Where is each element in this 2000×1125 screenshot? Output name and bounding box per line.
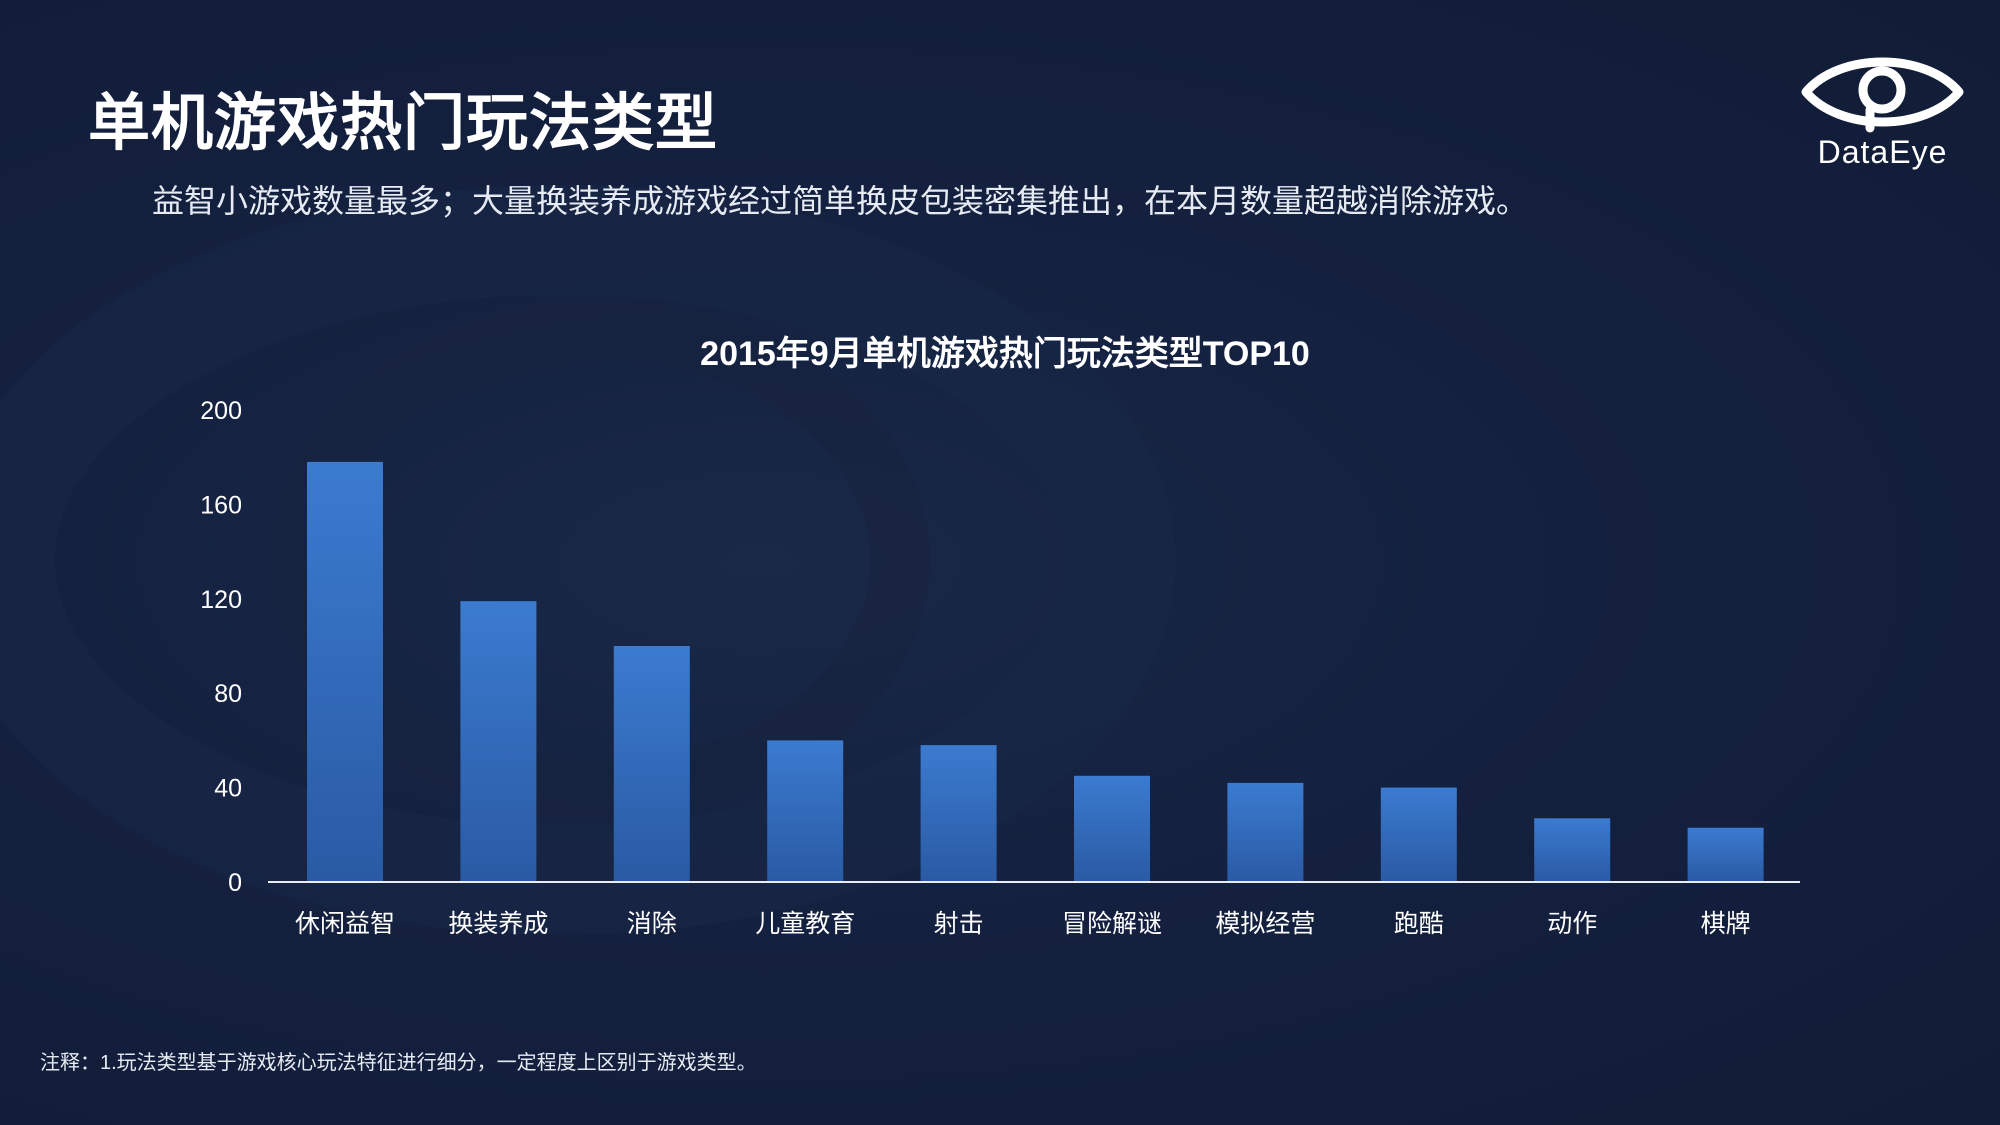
page-subtitle: 益智小游戏数量最多；大量换装养成游戏经过简单换皮包装密集推出，在本月数量超越消除… — [152, 183, 1529, 219]
x-tick-label: 儿童教育 — [755, 910, 855, 938]
x-tick-label: 棋牌 — [1701, 910, 1751, 938]
bar — [920, 745, 997, 882]
bar — [1074, 775, 1150, 882]
bar — [1380, 787, 1457, 882]
footnote: 注释：1.玩法类型基于游戏核心玩法特征进行细分，一定程度上区别于游戏类型。 — [40, 1052, 757, 1074]
x-tick-label: 模拟经营 — [1215, 910, 1315, 938]
x-axis: 休闲益智 换装养成 消除 儿童教育 射击 冒险解谜 模拟经营 跑酷 动作 棋牌 — [295, 910, 1751, 938]
bar — [460, 601, 537, 882]
bar — [1534, 818, 1611, 882]
page-title: 单机游戏热门玩法类型 — [88, 89, 719, 158]
x-tick-label: 冒险解谜 — [1062, 910, 1162, 938]
y-tick-label: 0 — [228, 869, 242, 897]
x-tick-label: 换装养成 — [448, 910, 548, 938]
bars — [307, 461, 1764, 882]
y-axis: 0 40 80 120 160 200 — [200, 397, 242, 897]
y-tick-label: 200 — [200, 397, 242, 425]
bar — [767, 740, 844, 882]
bar — [1227, 782, 1304, 882]
bar — [307, 461, 383, 882]
x-tick-label: 消除 — [627, 910, 677, 938]
dataeye-logo: DataEye — [1800, 48, 1965, 178]
chart-title: 2015年9月单机游戏热门玩法类型TOP10 — [700, 335, 1310, 373]
bar — [1687, 827, 1764, 882]
x-tick-label: 动作 — [1547, 910, 1597, 938]
y-tick-label: 40 — [214, 775, 242, 803]
logo-text: DataEye — [1817, 134, 1948, 170]
y-tick-label: 120 — [200, 586, 242, 614]
eye-icon — [1801, 57, 1964, 133]
bar — [613, 646, 690, 882]
x-tick-label: 休闲益智 — [295, 910, 395, 938]
x-tick-label: 射击 — [934, 910, 984, 938]
x-tick-label: 跑酷 — [1394, 910, 1444, 938]
y-tick-label: 80 — [214, 680, 242, 708]
y-tick-label: 160 — [200, 491, 242, 519]
